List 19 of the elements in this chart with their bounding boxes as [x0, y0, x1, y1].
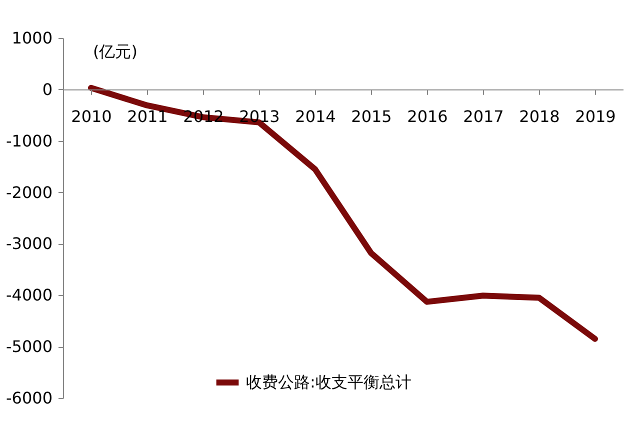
y-tick-label: -4000: [6, 286, 52, 305]
y-tick-label: -2000: [6, 182, 52, 202]
x-tick-label: 2014: [295, 106, 336, 126]
y-tick-label: 0: [42, 80, 52, 99]
y-tick-label: -5000: [6, 337, 52, 356]
x-tick-label: 2018: [519, 106, 560, 126]
x-tick-label: 2013: [239, 106, 280, 126]
x-tick-label: 2017: [463, 106, 504, 126]
x-tick-label: 2011: [127, 106, 168, 126]
x-tick-label: 2016: [407, 106, 448, 126]
y-tick-label: -1000: [6, 131, 52, 150]
x-tick-label: 2019: [575, 106, 616, 126]
x-tick-label: 2010: [71, 106, 112, 126]
y-tick-label: 1000: [12, 28, 52, 48]
annotation: (亿元): [93, 42, 138, 61]
legend-label: 收费公路:收支平衡总计: [246, 372, 412, 392]
y-tick-label: -3000: [6, 234, 52, 254]
x-tick-label: 2015: [351, 106, 392, 126]
y-tick-label: -6000: [6, 388, 52, 408]
